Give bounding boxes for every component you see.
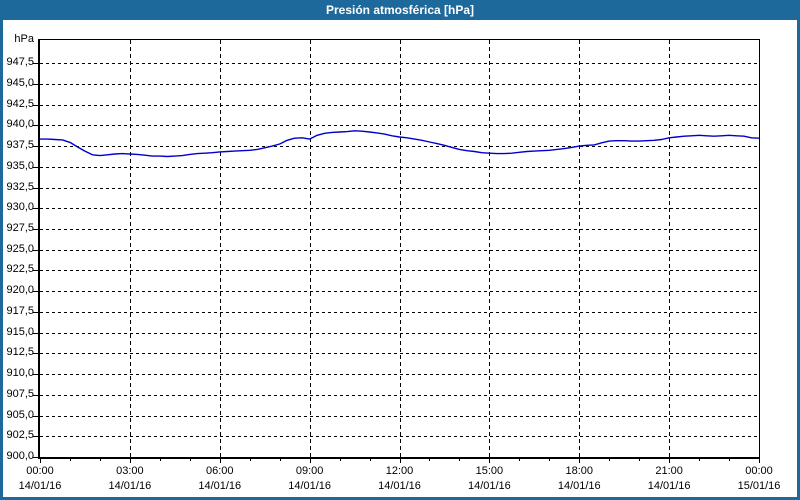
y-axis-label: 920,0 [6, 284, 34, 297]
x-time-label: 18:00 [565, 465, 594, 477]
x-date-label: 14/01/16 [18, 480, 62, 492]
y-axis-label: 907,5 [6, 387, 34, 400]
x-time-label: 06:00 [205, 465, 234, 477]
x-date-label: 14/01/16 [557, 480, 601, 492]
x-date-label: 14/01/16 [647, 480, 691, 492]
y-axis-label: 940,0 [6, 118, 34, 131]
x-date-label: 14/01/16 [288, 480, 332, 492]
x-date-label: 15/01/16 [737, 480, 781, 492]
x-time-label: 12:00 [385, 465, 414, 477]
y-axis-label: 915,0 [6, 325, 34, 338]
x-time-label: 00:00 [745, 465, 773, 477]
y-axis-label: 947,5 [6, 56, 34, 69]
y-axis-label: 905,0 [6, 408, 34, 421]
x-time-label: 00:00 [26, 465, 54, 477]
y-axis-label: 937,5 [6, 139, 34, 152]
pressure-line-chart [40, 40, 759, 457]
y-axis-label: 902,5 [6, 429, 34, 442]
y-axis-label: 927,5 [6, 222, 34, 235]
y-axis-label: 912,5 [6, 346, 34, 359]
x-date-label: 14/01/16 [467, 480, 511, 492]
x-date-label: 14/01/16 [108, 480, 152, 492]
y-axis-label: 925,0 [6, 242, 34, 255]
x-date-label: 14/01/16 [198, 480, 242, 492]
window-title: Presión atmosférica [hPa] [325, 3, 475, 17]
y-axis-label: 917,5 [6, 304, 34, 317]
x-axis-ticks [40, 457, 760, 463]
y-axis-label: 900,0 [6, 450, 34, 462]
x-time-label: 09:00 [295, 465, 324, 477]
y-axis-label: 922,5 [6, 263, 34, 276]
y-axis-ticks [33, 63, 38, 458]
y-axis-label: 932,5 [6, 180, 34, 193]
y-axis-label: 935,0 [6, 159, 34, 172]
x-time-label: 15:00 [475, 465, 504, 477]
x-time-label: 21:00 [655, 465, 683, 477]
pressure-series-line [40, 130, 759, 158]
title-bar: Presión atmosférica [hPa] [3, 0, 797, 20]
y-axis-label: 930,0 [6, 201, 34, 214]
plot-area [38, 39, 760, 459]
y-axis-label: 942,5 [6, 97, 34, 110]
y-axis-unit-label: hPa [14, 33, 34, 45]
x-time-label: 03:00 [116, 465, 144, 477]
y-axis-label: 945,0 [6, 76, 34, 89]
y-axis-label: 910,0 [6, 367, 34, 380]
x-date-label: 14/01/16 [378, 480, 421, 492]
